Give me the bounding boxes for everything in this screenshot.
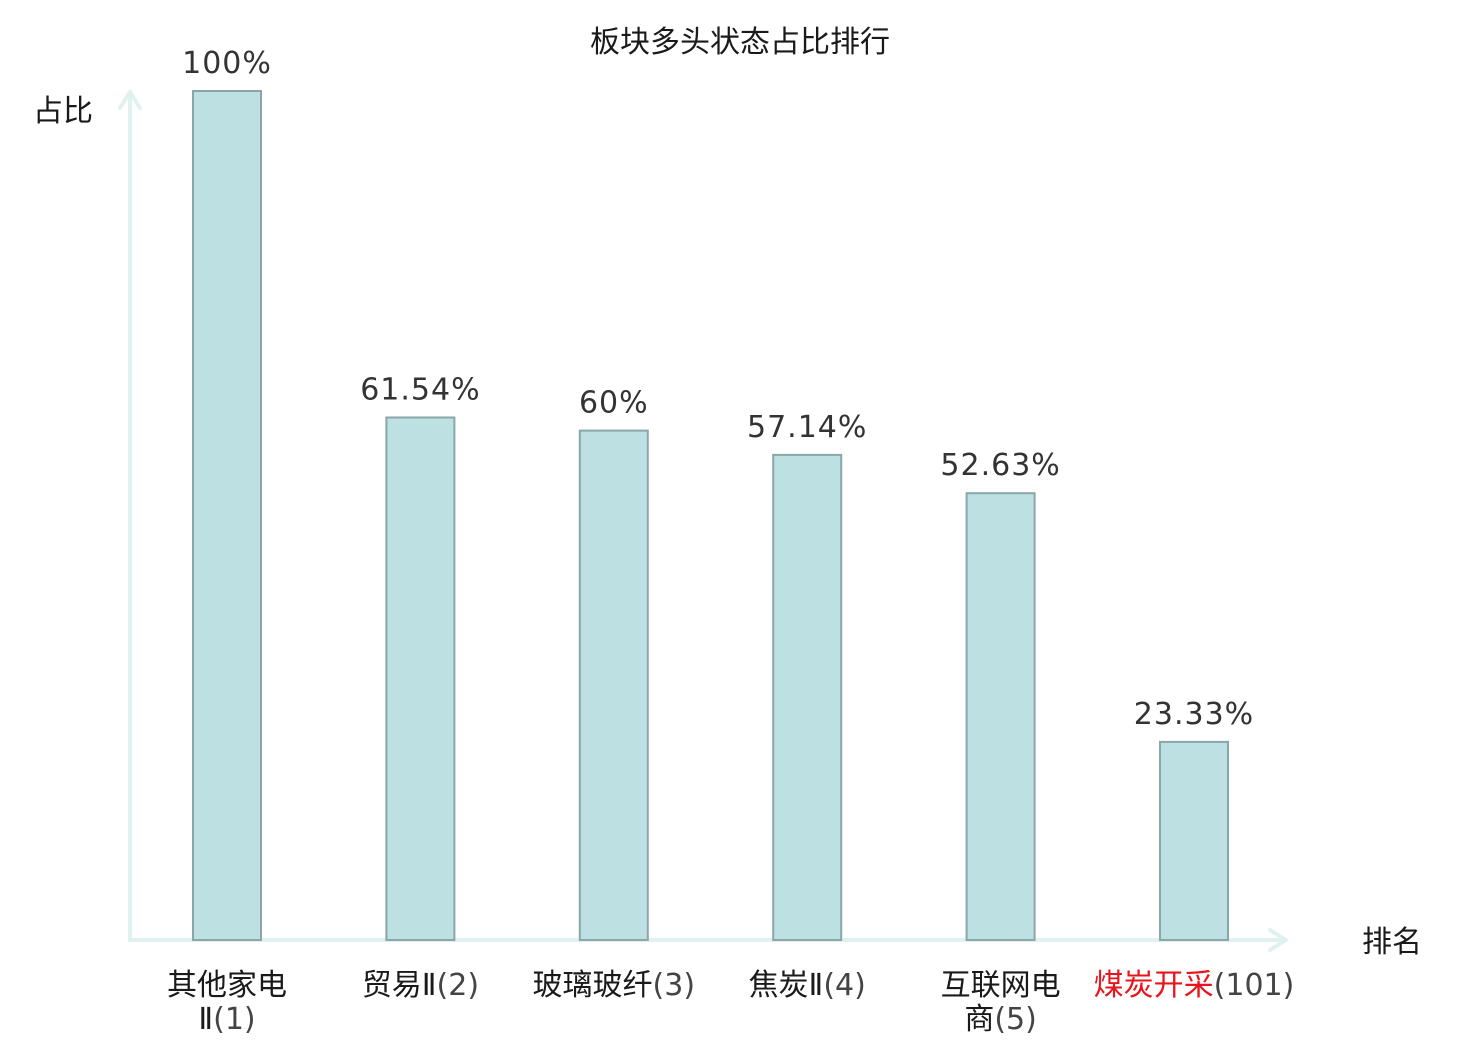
category-name-5: 互联网电 bbox=[941, 968, 1061, 1003]
category-label-4-line-1: 焦炭Ⅱ(4) bbox=[749, 968, 866, 1003]
category-name-1: Ⅱ bbox=[198, 1002, 213, 1037]
bar-1 bbox=[192, 90, 262, 941]
value-label-6: 23.33% bbox=[1134, 697, 1254, 732]
bar-6 bbox=[1159, 740, 1229, 942]
category-label-3-line-1: 玻璃玻纤(3) bbox=[533, 968, 696, 1003]
category-rank-6: (101) bbox=[1214, 968, 1295, 1003]
category-rank-3: (3) bbox=[653, 968, 696, 1003]
value-label-3: 60% bbox=[579, 386, 649, 421]
bar-3 bbox=[578, 429, 649, 941]
category-rank-1: (1) bbox=[213, 1002, 256, 1037]
category-rank-5: (5) bbox=[994, 1002, 1037, 1037]
bar-4 bbox=[772, 453, 843, 941]
category-label-2-line-1: 贸易Ⅱ(2) bbox=[362, 968, 479, 1003]
y-axis-arrow-head bbox=[118, 90, 142, 110]
bars-group bbox=[192, 90, 1229, 942]
category-rank-2: (2) bbox=[437, 968, 480, 1003]
category-name-5: 商 bbox=[964, 1002, 994, 1037]
category-rank-4: (4) bbox=[823, 968, 866, 1003]
value-label-5: 52.63% bbox=[940, 448, 1060, 483]
chart-title: 板块多头状态占比排行 bbox=[590, 25, 890, 60]
category-name-6: 煤炭开采 bbox=[1094, 968, 1214, 1003]
bar-5 bbox=[965, 492, 1036, 941]
bar-2 bbox=[385, 416, 456, 941]
x-axis-arrow-head bbox=[1268, 928, 1288, 952]
category-label-5-line-2: 商(5) bbox=[964, 1002, 1037, 1037]
value-label-4: 57.14% bbox=[747, 410, 867, 445]
category-name-1: 其他家电 bbox=[167, 968, 287, 1003]
y-axis-label: 占比 bbox=[33, 94, 93, 129]
category-label-1-line-1: 其他家电 bbox=[167, 968, 287, 1003]
value-labels-group: 100% 61.54% 60% 57.14% 52.63% 23.33% bbox=[182, 46, 1254, 732]
category-name-4: 焦炭Ⅱ bbox=[749, 968, 824, 1003]
category-name-2: 贸易Ⅱ bbox=[362, 968, 437, 1003]
x-axis-label: 排名 bbox=[1362, 925, 1422, 960]
category-name-3: 玻璃玻纤 bbox=[533, 968, 653, 1003]
value-label-1: 100% bbox=[182, 46, 272, 81]
category-label-6-line-1: 煤炭开采(101) bbox=[1094, 968, 1295, 1003]
category-label-5-line-1: 互联网电 bbox=[941, 968, 1061, 1003]
category-label-1-line-2: Ⅱ(1) bbox=[198, 1002, 255, 1037]
value-label-2: 61.54% bbox=[360, 373, 480, 408]
